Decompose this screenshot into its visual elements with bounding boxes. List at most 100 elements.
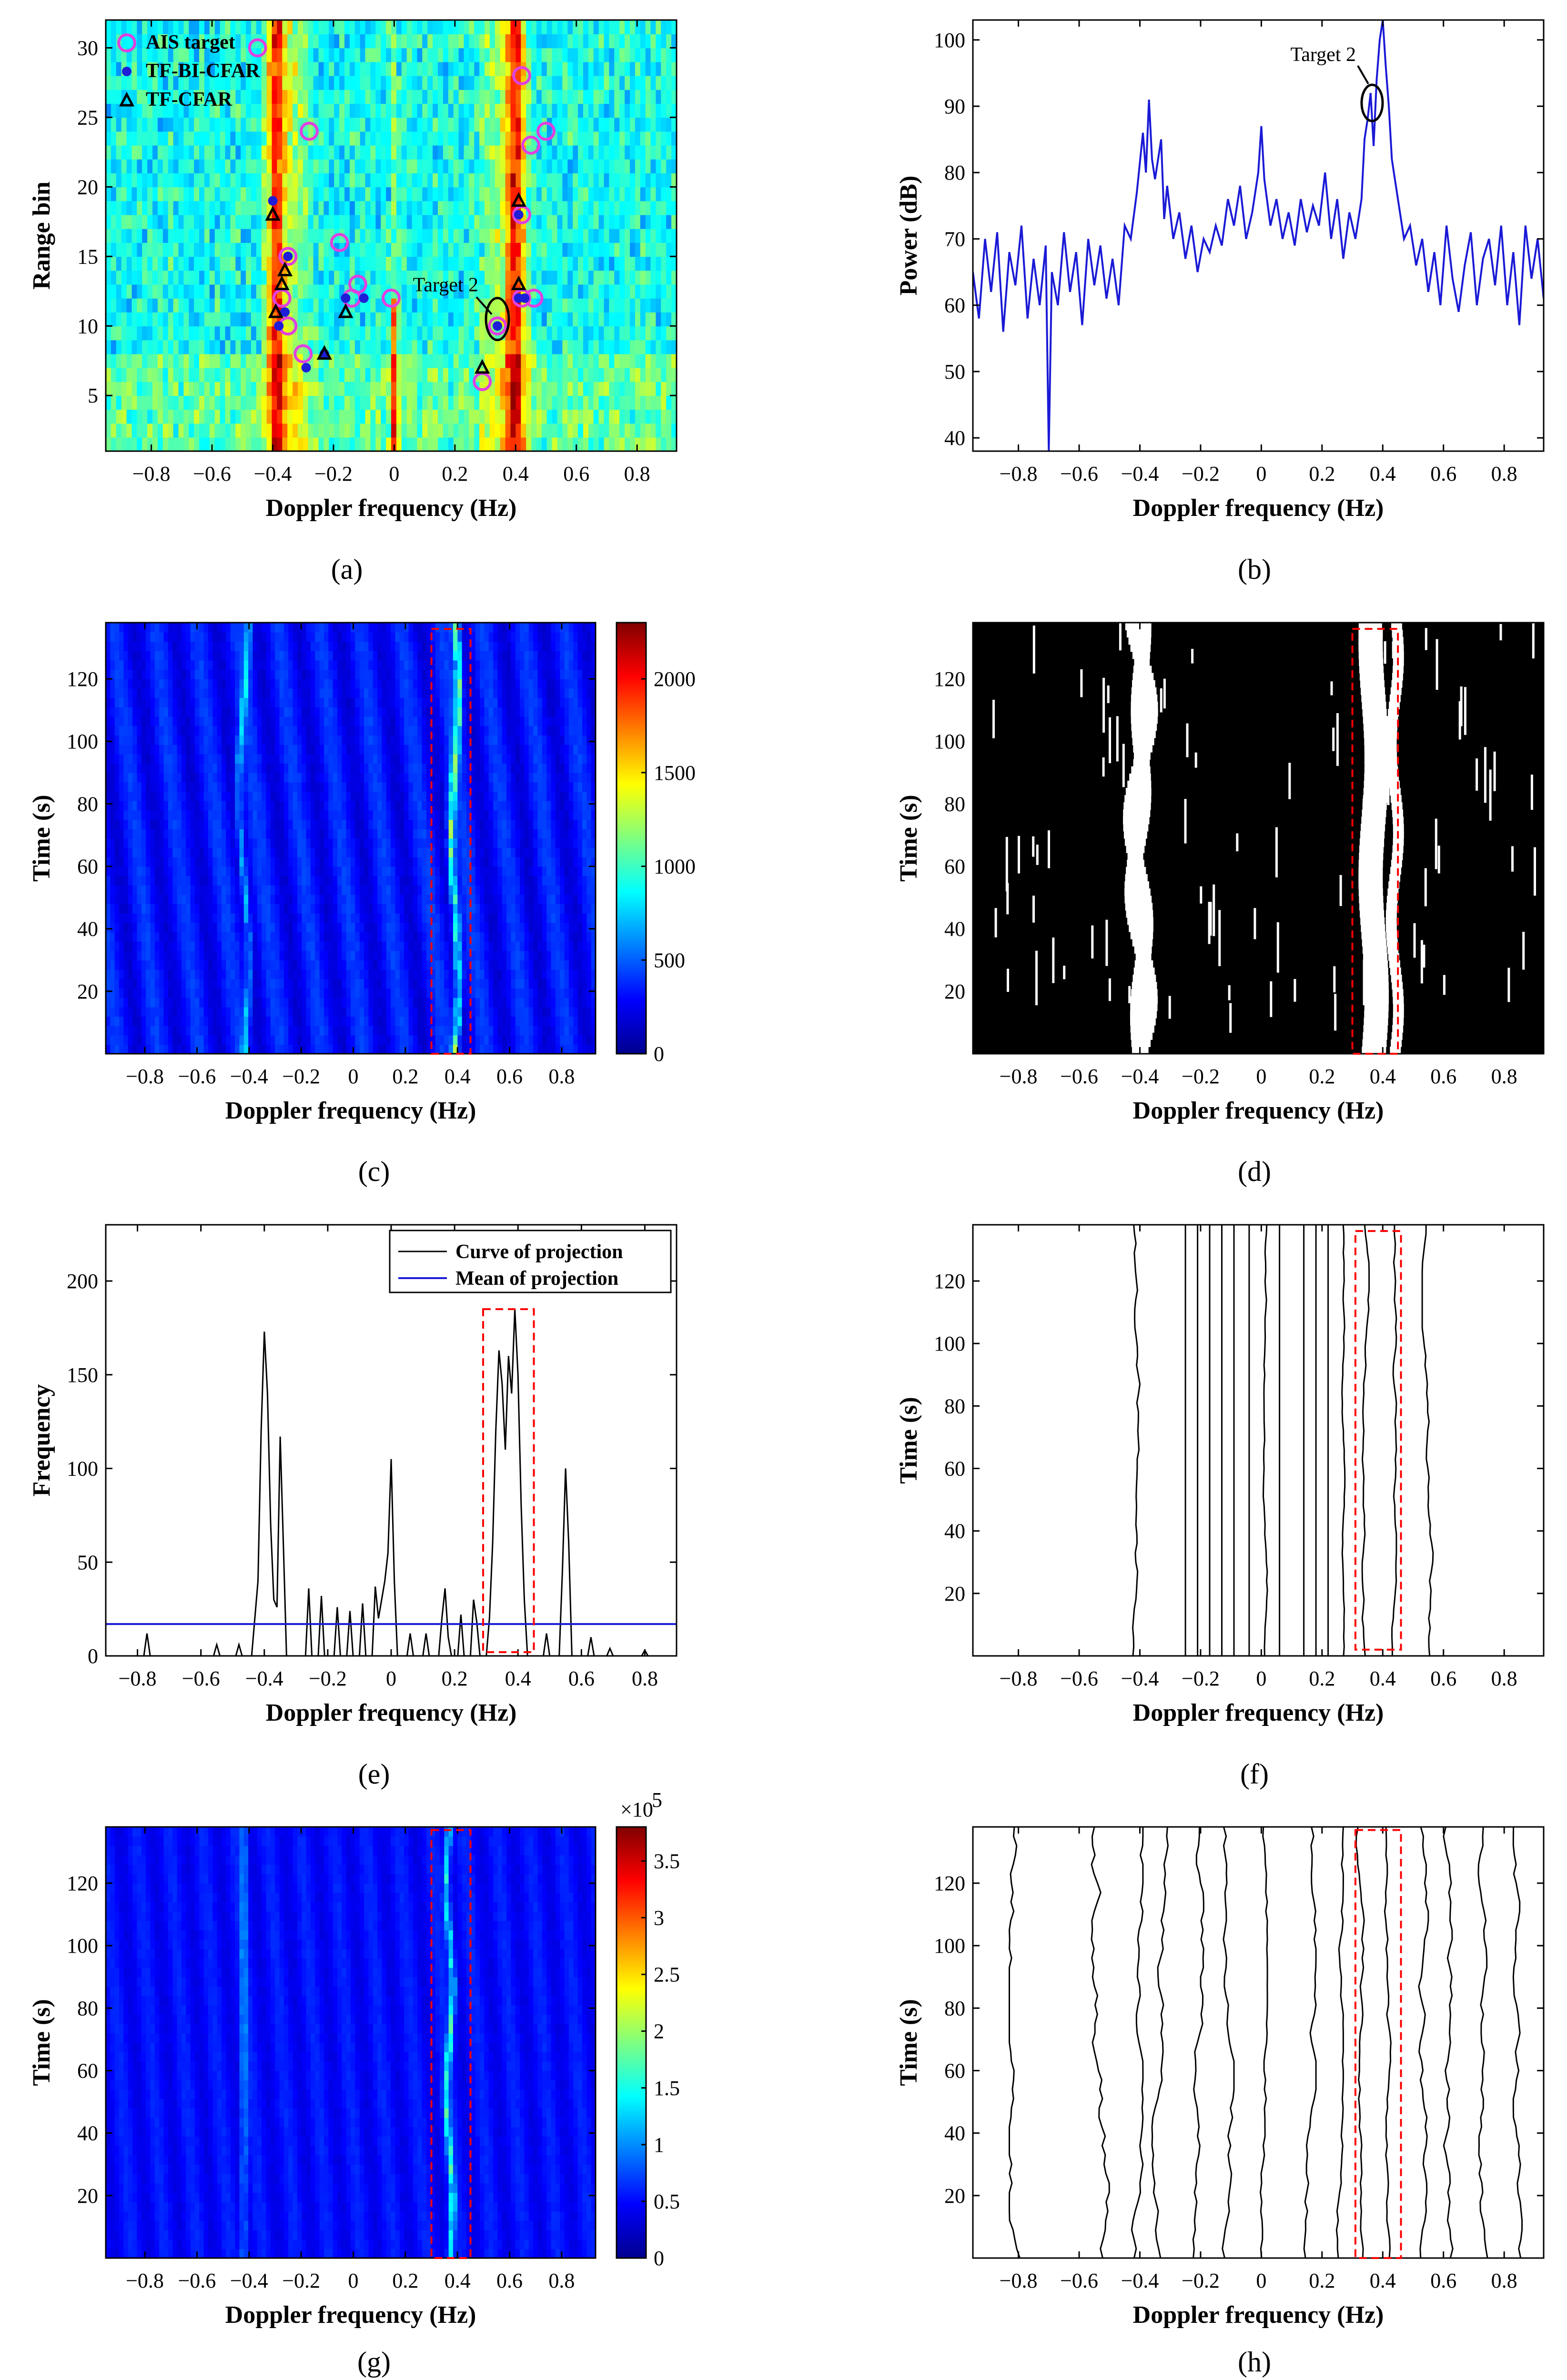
panel-a-cell <box>235 298 241 313</box>
panel-a-cell <box>583 214 589 229</box>
panel-c-cell <box>212 988 218 998</box>
panel-a-cell <box>329 228 334 243</box>
panel-a-cell <box>225 353 231 368</box>
panel-c-cell <box>230 969 235 979</box>
panel-a-cell <box>142 131 148 146</box>
panel-a-cell <box>500 256 506 271</box>
panel-a-cell <box>588 75 594 90</box>
panel-a-cell <box>261 103 267 118</box>
panel-a-cell <box>453 382 459 396</box>
panel-a-cell <box>666 228 672 243</box>
panel-a-cell <box>261 353 267 368</box>
panel-c-cell <box>239 960 244 970</box>
panel-a-cell <box>214 103 221 118</box>
panel-a-cell <box>313 145 319 160</box>
panel-a-cell <box>370 103 376 118</box>
panel-c-cell <box>426 941 431 951</box>
panel-a-cell <box>381 159 386 173</box>
panel-a-cell <box>235 256 241 271</box>
panel-a-cell <box>344 20 350 34</box>
panel-c-cell <box>168 1007 173 1017</box>
panel-a-xlabel: Doppler frequency (Hz) <box>266 494 517 522</box>
panel-c-cell <box>573 960 578 970</box>
panel-c-cell <box>177 1044 182 1054</box>
panel-a-cell <box>111 159 117 173</box>
panel-a-cell <box>541 270 547 285</box>
panel-c-cell <box>248 969 253 979</box>
panel-a-cell <box>360 131 366 146</box>
panel-a-cell <box>489 201 495 215</box>
panel-a-cell <box>360 201 366 215</box>
panel-a-cell <box>106 382 111 396</box>
panel-a-cell <box>173 312 179 327</box>
panel-a-cell <box>593 326 599 341</box>
panel-a-cell <box>157 61 163 76</box>
panel-a-cell <box>448 395 454 410</box>
panel-c-cell <box>382 950 387 961</box>
panel-a-cell <box>614 326 620 341</box>
panel-a-cell <box>370 34 376 49</box>
panel-a-cell <box>339 423 345 438</box>
panel-a-cell <box>495 409 501 424</box>
panel-c-cell <box>542 998 547 1008</box>
panel-c-cell <box>342 998 347 1008</box>
panel-a-cell <box>464 201 470 215</box>
panel-a-cell <box>360 228 366 243</box>
panel-c-cell <box>163 998 169 1008</box>
panel-a-cell <box>505 256 511 271</box>
panel-a-cell <box>661 34 667 49</box>
panel-c-cell <box>355 941 360 951</box>
panel-c-cell <box>248 1007 253 1017</box>
panel-a-cell <box>541 423 547 438</box>
panel-a-cell <box>121 103 127 118</box>
panel-a-cell <box>293 34 298 49</box>
panel-a-cell <box>344 409 350 424</box>
panel-a-cell <box>464 256 470 271</box>
panel-a-cell <box>354 409 361 424</box>
panel-a-cell <box>157 256 163 271</box>
panel-a-cell <box>116 228 122 243</box>
panel-a: −0.8 −0.6 −0.4 −0.2 0 0.2 0.4 0.6 0.851015202530… <box>28 19 677 585</box>
panel-a-cell <box>453 201 459 215</box>
panel-a-cell <box>546 90 553 104</box>
panel-c-cell <box>466 1016 472 1026</box>
panel-c-cell <box>573 1035 578 1045</box>
panel-c-cell <box>315 1007 320 1017</box>
panel-a-cell <box>573 353 578 368</box>
panel-a-cell <box>131 131 138 146</box>
panel-c-cell <box>551 1016 556 1026</box>
panel-c-cell <box>475 960 480 970</box>
panel-c-cell <box>319 969 324 979</box>
panel-a-cell <box>671 159 677 173</box>
panel-b-power-line <box>973 20 1544 451</box>
panel-a-cell <box>235 423 241 438</box>
panel-a-cell <box>412 242 418 257</box>
panel-a-cell <box>147 214 153 229</box>
panel-c-cell <box>177 988 182 998</box>
panel-a-cell <box>412 312 418 327</box>
panel-a-cell <box>256 242 262 257</box>
panel-a-cell <box>630 298 636 313</box>
panel-a-cell <box>656 437 662 451</box>
panel-a-cell <box>298 131 303 146</box>
panel-a-cell <box>142 367 148 382</box>
panel-c-cell <box>386 950 391 961</box>
panel-a-cell <box>500 214 506 229</box>
panel-a-cell <box>334 159 340 173</box>
panel-a-cell <box>194 214 200 229</box>
panel-a-cell <box>557 284 563 299</box>
panel-a-cell <box>479 214 485 229</box>
panel-a-cell <box>209 117 215 132</box>
panel-a-cell <box>204 103 210 118</box>
panel-a-cell <box>235 270 241 285</box>
panel-a-cell <box>183 256 190 271</box>
panel-c-cell <box>315 941 320 951</box>
panel-a-cell <box>298 312 303 327</box>
panel-c-cell <box>346 1016 351 1026</box>
panel-a-cell <box>137 242 142 257</box>
panel-a-cell <box>220 270 226 285</box>
panel-a-cell <box>453 284 459 299</box>
panel-c-cell <box>551 1044 556 1054</box>
panel-a-cell <box>422 270 428 285</box>
panel-a-cell <box>199 395 205 410</box>
